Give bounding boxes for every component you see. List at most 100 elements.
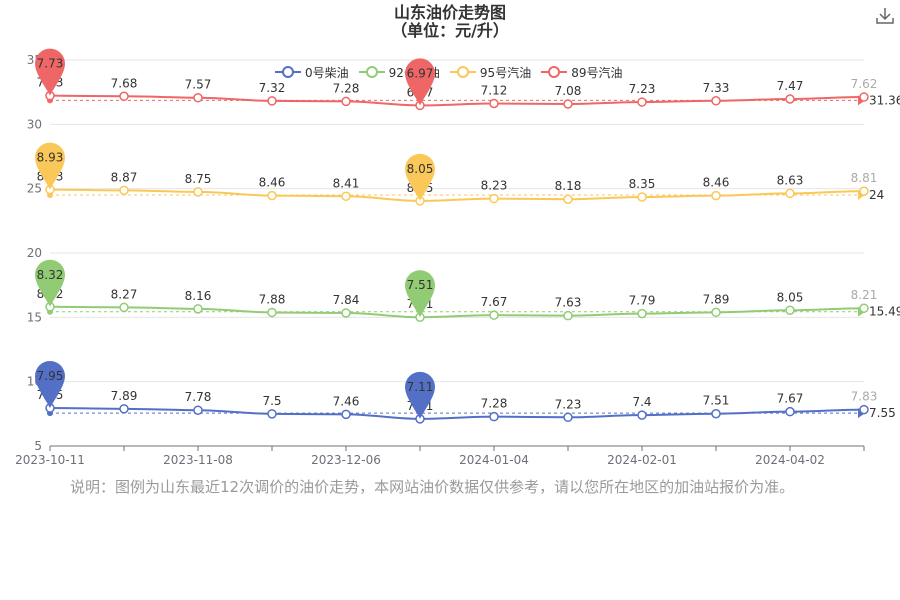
data-label-diesel0: 7.89 (111, 389, 138, 403)
data-label-gas92: 7.79 (629, 294, 656, 308)
data-point-diesel0 (785, 406, 795, 417)
data-label-gas92: 8.05 (777, 290, 804, 304)
data-point-gas95 (267, 190, 277, 201)
x-tick-label: 2023-10-11 (15, 453, 85, 467)
legend-label-diesel0: 0号柴油 (305, 65, 349, 80)
data-point-gas95 (859, 186, 869, 196)
data-label-gas92: 8.27 (111, 287, 138, 301)
max-marker-pin-gas95 (35, 142, 65, 190)
data-point-gas92 (711, 307, 721, 318)
data-point-gas89 (563, 99, 573, 109)
data-label-gas92: 8.21 (851, 288, 878, 302)
chart-title-line1: 山东油价走势图 (393, 3, 506, 22)
data-point-gas89 (119, 91, 129, 102)
average-label-gas92: 15.49 (869, 305, 900, 319)
data-point-gas92 (563, 310, 573, 321)
legend-label-gas95: 95号汽油 (479, 65, 532, 80)
series-line-gas89 (49, 94, 865, 107)
data-label-diesel0: 7.46 (333, 394, 360, 408)
data-point-diesel0 (119, 404, 129, 414)
data-label-gas92: 7.88 (259, 292, 286, 306)
legend-symbol-gas89-icon (541, 66, 568, 78)
data-point-gas92 (785, 305, 795, 316)
chart-title: 山东油价走势图 （单位：元/升） (0, 4, 900, 40)
data-label-gas95: 8.23 (481, 179, 508, 193)
data-label-diesel0: 7.83 (851, 390, 878, 404)
data-label-gas89: 7.12 (481, 83, 508, 97)
data-point-gas95 (119, 185, 129, 196)
data-label-gas95: 8.75 (185, 172, 212, 186)
y-tick-label: 20 (27, 246, 42, 260)
data-point-gas95 (785, 188, 795, 199)
data-label-gas89: 7.28 (333, 81, 360, 95)
series-line-gas95 (49, 188, 865, 202)
data-point-gas89 (193, 92, 203, 103)
average-label-gas95: 24 (869, 188, 884, 202)
data-point-gas95 (711, 190, 721, 201)
data-label-diesel0: 7.5 (262, 394, 281, 408)
min-marker-pin-diesel0 (405, 371, 435, 419)
data-label-gas92: 8.16 (185, 289, 212, 303)
data-label-gas95: 8.63 (777, 173, 804, 187)
x-tick-label: 2023-11-08 (163, 453, 233, 467)
data-point-diesel0 (563, 412, 573, 423)
series-line-diesel0 (49, 407, 865, 420)
data-point-gas92 (193, 304, 203, 314)
min-marker-pin-gas92 (405, 270, 435, 318)
x-tick-label: 2024-01-04 (459, 453, 529, 467)
data-label-diesel0: 7.51 (703, 394, 730, 408)
max-marker-label-gas89: 7.73 (37, 57, 64, 71)
legend-symbol-gas95-icon (449, 66, 476, 78)
data-label-gas92: 7.89 (703, 292, 730, 306)
data-point-gas95 (563, 194, 573, 204)
min-marker-label-gas95: 8.05 (407, 162, 434, 176)
min-marker-label-gas89: 6.97 (407, 66, 434, 80)
average-label-gas89: 31.36 (869, 93, 900, 107)
data-label-gas89: 7.23 (629, 82, 656, 96)
data-label-gas89: 7.68 (111, 76, 138, 90)
data-point-gas95 (637, 192, 647, 202)
data-label-diesel0: 7.28 (481, 397, 508, 411)
data-point-gas92 (637, 308, 647, 319)
data-point-diesel0 (637, 410, 647, 420)
download-icon[interactable] (874, 6, 896, 26)
data-point-gas92 (859, 303, 869, 313)
data-point-diesel0 (193, 405, 203, 415)
data-point-gas92 (267, 307, 277, 318)
data-point-diesel0 (267, 409, 277, 419)
max-marker-pin-gas92 (35, 259, 65, 307)
legend-item-gas95[interactable]: 95号汽油 (449, 63, 532, 81)
data-label-gas95: 8.18 (555, 179, 582, 193)
data-point-gas89 (859, 92, 869, 102)
data-point-gas89 (267, 96, 277, 106)
data-label-gas89: 7.33 (703, 81, 730, 95)
legend-item-diesel0[interactable]: 0号柴油 (275, 63, 349, 81)
data-label-gas95: 8.46 (259, 176, 286, 190)
legend-symbol-diesel0-icon (275, 66, 301, 78)
data-point-gas89 (637, 97, 647, 107)
min-marker-pin-gas95 (405, 153, 435, 201)
min-marker-label-gas92: 7.51 (407, 278, 434, 292)
data-label-gas95: 8.87 (111, 170, 138, 184)
data-label-diesel0: 7.23 (555, 397, 582, 411)
y-tick-label: 30 (27, 117, 42, 131)
data-label-gas92: 7.63 (555, 296, 582, 310)
data-label-diesel0: 7.78 (185, 390, 212, 404)
series-line-gas92 (49, 305, 865, 319)
legend-symbol-gas92-icon (358, 66, 385, 78)
y-tick-label: 15 (27, 310, 42, 324)
max-marker-pin-gas89 (35, 48, 65, 96)
max-marker-label-gas95: 8.93 (37, 151, 64, 165)
data-point-diesel0 (489, 411, 499, 422)
data-label-diesel0: 7.67 (777, 392, 804, 406)
data-label-gas92: 7.67 (481, 295, 508, 309)
data-label-diesel0: 7.4 (632, 395, 651, 409)
data-point-gas89 (489, 98, 499, 109)
legend-item-gas89[interactable]: 89号汽油 (541, 63, 622, 81)
data-point-gas95 (489, 193, 499, 204)
average-label-diesel0: 7.55 (869, 406, 896, 420)
data-point-gas95 (193, 187, 203, 197)
x-tick-label: 2023-12-06 (311, 453, 381, 467)
y-tick-label: 5 (34, 439, 42, 453)
